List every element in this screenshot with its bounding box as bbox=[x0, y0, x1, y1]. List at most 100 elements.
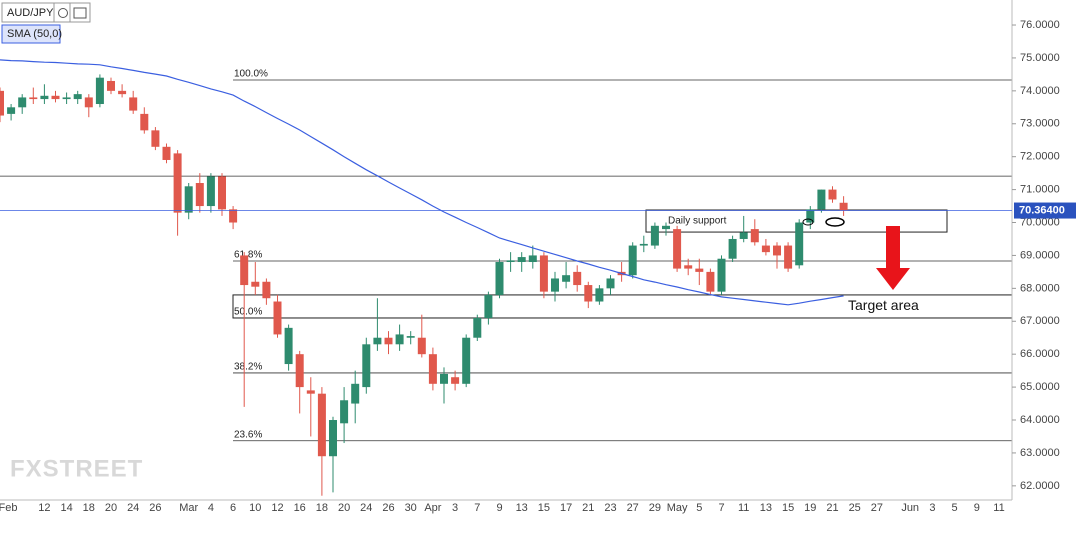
candle-body bbox=[728, 238, 737, 259]
candle-body bbox=[440, 373, 448, 384]
fib-label: 50.0% bbox=[234, 307, 262, 318]
candle-body bbox=[195, 183, 204, 207]
x-tick-label: 9 bbox=[496, 502, 502, 514]
arrow-shaft bbox=[886, 226, 900, 270]
fib-label: 100.0% bbox=[234, 69, 268, 80]
x-tick-label: 4 bbox=[208, 502, 214, 514]
candle-body bbox=[329, 420, 337, 457]
x-tick-label: 3 bbox=[929, 502, 935, 514]
marker-oval bbox=[825, 217, 845, 227]
x-tick-label: 7 bbox=[718, 502, 724, 514]
candle-body bbox=[451, 377, 460, 384]
symbol: AUD/JPY bbox=[7, 7, 54, 19]
candle-body bbox=[62, 97, 71, 100]
candle-body bbox=[717, 258, 726, 292]
candle-body bbox=[95, 77, 104, 105]
candle-body bbox=[595, 288, 604, 302]
candle-body bbox=[206, 176, 215, 207]
x-tick-label: 21 bbox=[826, 502, 838, 514]
x-tick-label: 25 bbox=[849, 502, 861, 514]
x-tick-label: 26 bbox=[382, 502, 394, 514]
candle-body bbox=[218, 176, 226, 210]
x-tick-label: Jun bbox=[901, 502, 919, 514]
x-tick-label: 24 bbox=[360, 502, 372, 514]
candle-body bbox=[806, 209, 815, 223]
candle-body bbox=[317, 393, 326, 457]
candle-body bbox=[273, 301, 282, 335]
x-tick-label: 14 bbox=[60, 502, 72, 514]
x-tick-label: 27 bbox=[871, 502, 883, 514]
x-tick-label: 18 bbox=[316, 502, 328, 514]
y-tick-label: 62.0000 bbox=[1020, 480, 1060, 492]
candle-body bbox=[373, 337, 382, 345]
candle-body bbox=[18, 97, 27, 108]
x-tick-label: 20 bbox=[105, 502, 117, 514]
candle-body bbox=[584, 285, 593, 302]
candle-body bbox=[40, 95, 49, 100]
last-price-label: 70.36400 bbox=[1019, 204, 1065, 216]
x-tick-label: 6 bbox=[230, 502, 236, 514]
candle-body bbox=[7, 107, 16, 114]
x-tick-label: Mar bbox=[179, 502, 198, 514]
y-tick-label: 67.0000 bbox=[1020, 315, 1060, 327]
candle-body bbox=[517, 257, 526, 263]
y-tick-label: 65.0000 bbox=[1020, 381, 1060, 393]
candle-body bbox=[506, 260, 515, 263]
candle-body bbox=[284, 327, 293, 365]
y-tick-label: 70.0000 bbox=[1020, 216, 1060, 228]
y-tick-label: 76.0000 bbox=[1020, 19, 1060, 31]
candle-body bbox=[750, 229, 759, 243]
x-tick-label: 30 bbox=[405, 502, 417, 514]
refresh-icon[interactable] bbox=[58, 8, 68, 18]
y-tick-label: 73.0000 bbox=[1020, 118, 1060, 130]
y-tick-label: 71.0000 bbox=[1020, 184, 1060, 196]
candle-body bbox=[0, 90, 4, 116]
y-tick-label: 74.0000 bbox=[1020, 85, 1060, 97]
candle-body bbox=[362, 344, 371, 388]
candle-body bbox=[484, 294, 493, 318]
sma-line bbox=[0, 59, 844, 306]
fib-label: 23.6% bbox=[234, 429, 262, 440]
candle-body bbox=[650, 225, 659, 246]
candle-body bbox=[162, 146, 171, 160]
candle-body bbox=[551, 278, 559, 292]
candle-body bbox=[773, 245, 781, 256]
calendar-icon[interactable] bbox=[73, 7, 87, 19]
x-tick-label: 15 bbox=[782, 502, 794, 514]
candle-body bbox=[395, 334, 404, 345]
candle-body bbox=[462, 337, 471, 384]
candle-body bbox=[739, 232, 748, 239]
x-tick-label: 20 bbox=[338, 502, 350, 514]
x-tick-label: 11 bbox=[738, 502, 749, 514]
y-tick-label: 69.0000 bbox=[1020, 249, 1060, 261]
arrow-head bbox=[876, 268, 910, 290]
x-tick-label: 15 bbox=[538, 502, 550, 514]
candle-body bbox=[295, 354, 304, 388]
candle-body bbox=[817, 189, 826, 210]
candle-body bbox=[229, 209, 238, 223]
watermark: FXSTREET bbox=[10, 455, 143, 482]
candle-body bbox=[340, 400, 349, 424]
x-tick-label: 27 bbox=[627, 502, 639, 514]
candle-body bbox=[539, 255, 548, 292]
candle-body bbox=[73, 94, 82, 100]
candle-body bbox=[673, 229, 682, 269]
candle-body bbox=[351, 383, 360, 404]
candle-body bbox=[706, 271, 715, 292]
y-tick-label: 75.0000 bbox=[1020, 52, 1060, 64]
x-tick-label: 19 bbox=[804, 502, 816, 514]
indicator-box[interactable] bbox=[1, 24, 61, 44]
candle-body bbox=[184, 186, 193, 213]
x-tick-label: 24 bbox=[127, 502, 139, 514]
candle-body bbox=[795, 222, 804, 266]
candle-body bbox=[495, 262, 504, 295]
candle-body bbox=[173, 153, 182, 213]
candle-body bbox=[695, 268, 704, 272]
x-tick-label: Apr bbox=[424, 502, 441, 514]
candle-body bbox=[129, 97, 138, 111]
x-tick-label: 9 bbox=[974, 502, 980, 514]
symbol-box[interactable] bbox=[1, 2, 91, 23]
x-tick-label: 16 bbox=[294, 502, 306, 514]
marker-oval bbox=[802, 218, 814, 226]
candle-body bbox=[51, 95, 60, 100]
